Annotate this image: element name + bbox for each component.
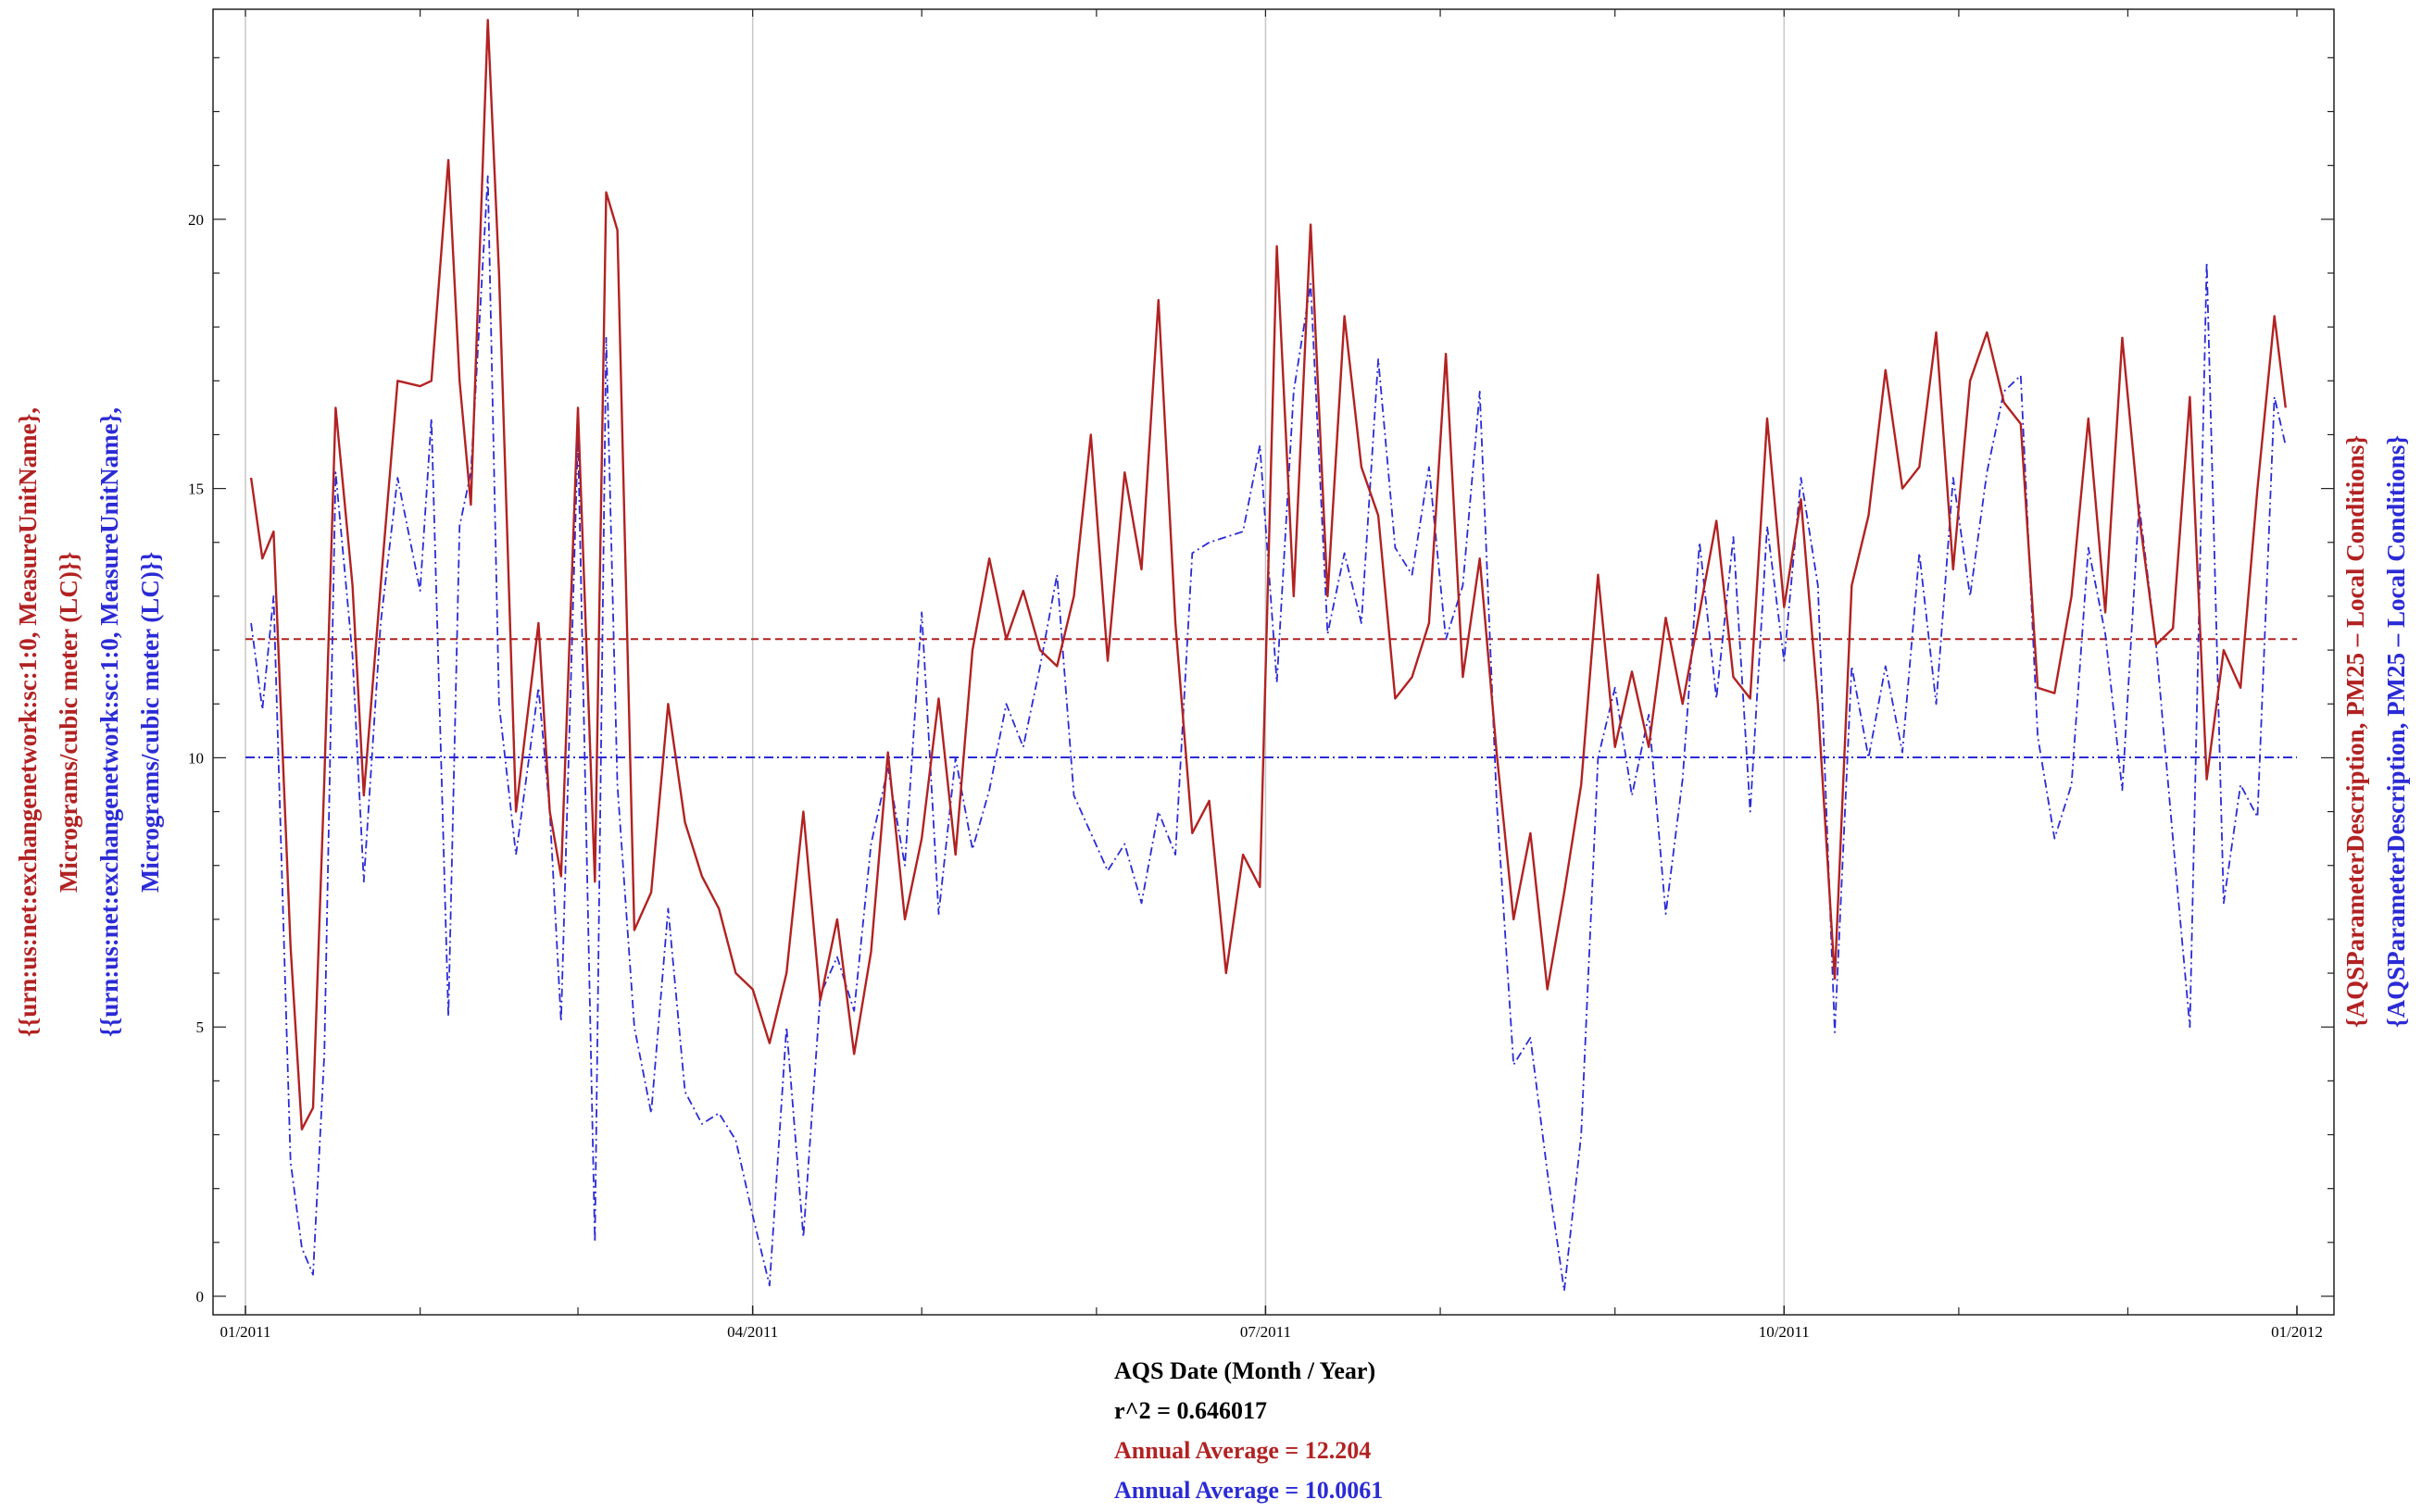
series-line-red (249, 19, 2287, 1131)
y-left-label-1-line1: {{urn:us:net:exchangenetwork:sc:1:0, Mea… (14, 407, 42, 1037)
y-left-label-2-line1: {{urn:us:net:exchangenetwork:sc:1:0, Mea… (95, 407, 123, 1037)
y-tick-label: 15 (188, 481, 204, 498)
r-squared-annotation: r^2 = 0.646017 (1114, 1397, 1267, 1424)
plot-frame (212, 8, 2335, 1316)
y-tick-label: 10 (188, 749, 204, 767)
x-tick-label: 01/2011 (220, 1323, 270, 1341)
y-left-label-2-line2: Micrograms/cubic meter (LC)}} (136, 552, 164, 893)
y-tick-label: 5 (196, 1018, 205, 1036)
y-left-label-1-line2: Micrograms/cubic meter (LC)}} (55, 552, 82, 893)
x-tick-label: 04/2011 (727, 1323, 778, 1341)
annual-average-red: Annual Average = 12.204 (1114, 1437, 1372, 1464)
y-axis-ticks: 0 5 10 15 20 (188, 56, 2334, 1306)
x-tick-label: 01/2012 (2271, 1323, 2323, 1341)
annual-average-lines (245, 638, 2297, 759)
x-axis-ticks: 01/2011 04/2011 07/2011 10/2011 01/2012 (220, 9, 2323, 1341)
annual-average-blue: Annual Average = 10.0061 (1114, 1477, 1384, 1504)
y-tick-label: 20 (188, 211, 204, 229)
x-tick-label: 10/2011 (1759, 1323, 1810, 1341)
y-tick-label: 0 (196, 1288, 205, 1306)
x-axis-title: AQS Date (Month / Year) (1114, 1357, 1376, 1384)
y-right-label-2: {AQSParameterDescription, PM25 – Local C… (2382, 435, 2410, 1028)
y-right-label-1: {AQSParameterDescription, PM25 – Local C… (2341, 435, 2369, 1028)
series-lines (249, 19, 2287, 1293)
x-tick-label: 07/2011 (1240, 1323, 1291, 1341)
